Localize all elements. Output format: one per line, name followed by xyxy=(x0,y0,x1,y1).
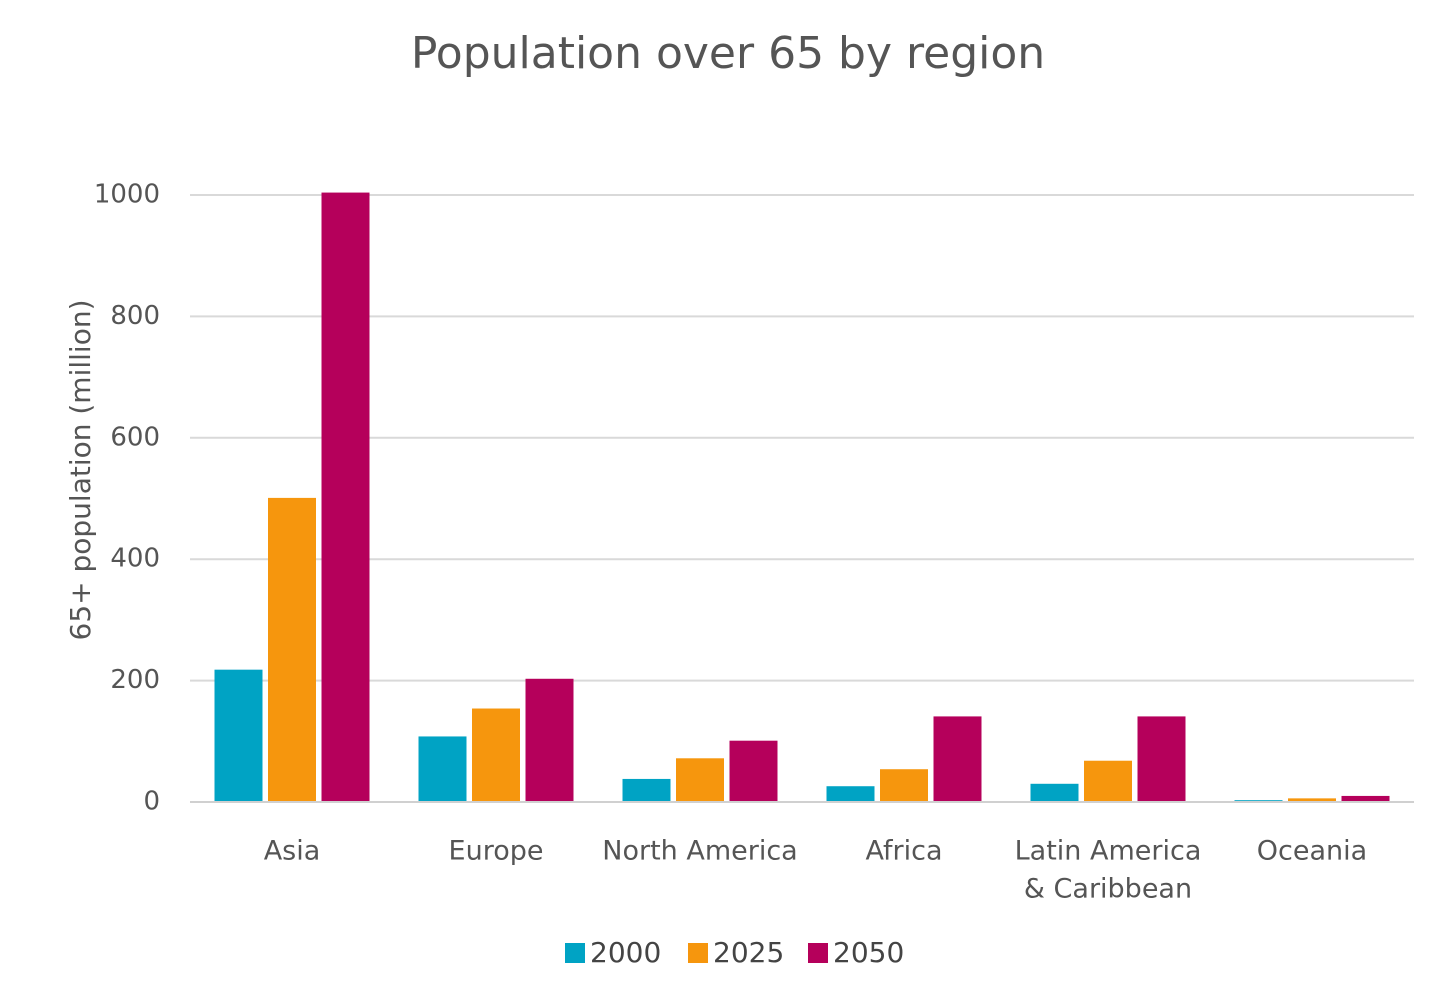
y-tick-label: 600 xyxy=(110,422,160,452)
legend-label: 2025 xyxy=(713,936,784,969)
bar-2050 xyxy=(525,678,574,802)
x-tick-label: & Caribbean xyxy=(1024,874,1192,905)
bar-2025 xyxy=(880,769,928,802)
bar-2025 xyxy=(1084,760,1132,802)
legend-swatch-2050 xyxy=(808,943,828,963)
bar-2000 xyxy=(1030,783,1079,802)
x-tick-label: Europe xyxy=(449,836,544,867)
x-tick-label: Africa xyxy=(865,836,942,867)
bar-2025 xyxy=(676,758,724,802)
x-tick-label: Asia xyxy=(264,836,321,867)
bar-2000 xyxy=(418,736,467,802)
bar-2000 xyxy=(826,786,875,802)
legend: 2000 2025 2050 xyxy=(565,936,904,969)
bars xyxy=(214,192,1390,802)
y-tick-label: 800 xyxy=(110,301,160,331)
bar-2050 xyxy=(729,740,778,802)
bar-2050 xyxy=(1137,716,1186,802)
y-tick-label: 200 xyxy=(110,665,160,695)
y-tick-label: 1000 xyxy=(94,180,160,210)
y-axis-ticks: 0 200 400 600 800 1000 xyxy=(94,180,160,817)
x-axis-labels: Asia Europe North America Africa Latin Ameri… xyxy=(264,836,1368,905)
chart-title: Population over 65 by region xyxy=(410,28,1046,79)
x-tick-label: North America xyxy=(602,836,797,867)
bar-2000 xyxy=(622,778,671,802)
bar-2050 xyxy=(933,716,982,802)
bar-2050 xyxy=(321,192,370,802)
bar-2025 xyxy=(472,708,520,802)
bar-2025 xyxy=(1288,798,1336,802)
bar-2050 xyxy=(1341,795,1390,802)
x-tick-label: Oceania xyxy=(1257,836,1367,867)
legend-label: 2050 xyxy=(833,936,904,969)
bar-2000 xyxy=(214,669,263,802)
bar-2025 xyxy=(268,497,316,802)
legend-swatch-2025 xyxy=(688,943,708,963)
gridlines xyxy=(190,194,1414,682)
legend-swatch-2000 xyxy=(565,943,585,963)
y-tick-label: 400 xyxy=(110,544,160,574)
y-axis-label: 65+ population (million) xyxy=(64,299,97,640)
x-tick-label: Latin America xyxy=(1015,836,1202,867)
legend-label: 2000 xyxy=(590,936,661,969)
y-tick-label: 0 xyxy=(143,787,160,817)
